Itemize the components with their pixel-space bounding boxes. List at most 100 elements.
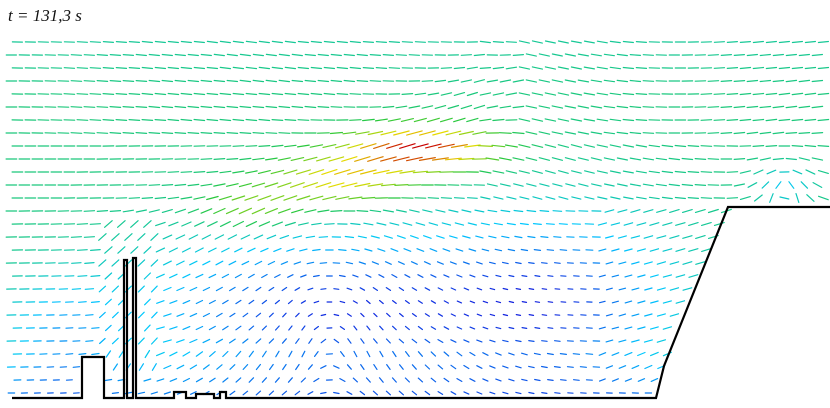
velocity-vector [297,196,310,200]
velocity-vector [490,262,496,263]
velocity-vector [272,94,282,95]
velocity-vector [643,133,653,134]
velocity-vector [422,106,433,108]
velocity-vector [387,339,391,343]
velocity-vector [474,80,484,83]
velocity-vector [766,94,776,95]
velocity-vector [194,172,205,173]
velocity-vector [645,314,652,316]
velocity-vector [604,80,614,81]
velocity-vector [214,184,225,186]
velocity-vector [807,195,814,202]
velocity-vector [243,391,248,395]
velocity-vector [490,314,494,315]
velocity-vector [624,223,632,225]
velocity-vector [374,339,378,343]
velocity-vector [113,338,119,343]
velocity-vector [619,288,625,290]
velocity-vector [444,327,448,329]
velocity-vector [656,158,666,159]
velocity-vector [760,132,770,133]
velocity-vector [488,184,498,186]
velocity-vector [565,132,575,134]
velocity-vector [92,328,99,329]
velocity-vector [236,326,241,330]
velocity-vector [490,340,495,342]
velocity-vector [509,379,514,381]
velocity-vector [233,94,243,95]
velocity-vector [805,146,815,147]
velocity-vector [376,42,386,43]
velocity-vector [535,276,540,277]
velocity-vector [239,208,251,213]
velocity-vector [812,133,823,134]
velocity-vector [305,55,315,56]
velocity-vector [129,42,139,43]
velocity-vector [571,145,581,148]
velocity-vector [819,171,829,174]
velocity-vector [658,288,666,290]
velocity-vector [734,81,744,82]
velocity-vector [598,197,607,199]
velocity-vector [188,209,198,213]
velocity-vector [638,379,644,382]
velocity-vector [545,67,555,69]
velocity-vector [545,145,555,148]
velocity-vector [522,328,527,329]
velocity-vector [400,171,415,173]
velocity-vector [85,289,93,290]
velocity-vector [196,352,202,356]
velocity-vector [592,184,601,186]
velocity-vector [630,107,641,108]
velocity-vector [116,120,127,121]
velocity-vector [363,42,373,43]
velocity-vector [168,120,179,121]
velocity-vector [233,120,244,121]
velocity-vector [792,146,802,147]
velocity-vector [357,211,368,212]
velocity-vector [177,261,185,265]
velocity-vector [233,67,243,68]
velocity-vector [696,236,705,239]
velocity-vector [253,158,264,159]
velocity-vector [507,223,515,224]
velocity-vector [308,288,313,290]
velocity-vector [500,158,512,160]
velocity-vector [86,315,93,316]
velocity-vector [149,107,160,108]
velocity-vector [490,392,495,394]
velocity-vector [786,80,796,81]
velocity-vector [330,133,342,134]
velocity-vector [721,55,731,56]
velocity-vector [177,288,184,291]
velocity-vector [91,276,100,277]
velocity-vector [625,301,631,303]
velocity-vector [519,93,529,95]
velocity-vector [468,223,476,225]
velocity-vector [532,67,542,69]
velocity-vector [461,55,471,56]
velocity-vector [610,67,620,68]
velocity-vector [334,393,339,394]
velocity-vector [292,54,302,55]
velocity-vector [480,41,490,42]
velocity-vector [542,367,548,368]
velocity-vector [262,378,266,382]
velocity-vector [402,94,413,95]
velocity-vector [683,288,692,290]
velocity-vector [650,223,659,226]
velocity-vector [766,146,777,147]
velocity-vector [519,171,529,173]
velocity-vector [370,55,380,56]
velocity-vector [702,223,712,226]
velocity-vector [162,210,172,213]
velocity-vector [138,392,144,393]
velocity-vector [508,249,514,250]
velocity-vector [386,391,390,395]
velocity-vector [805,42,815,43]
velocity-vector [190,288,197,291]
velocity-vector [651,327,659,329]
velocity-vector [269,391,273,395]
velocity-vector [196,327,202,330]
velocity-vector [271,170,283,173]
